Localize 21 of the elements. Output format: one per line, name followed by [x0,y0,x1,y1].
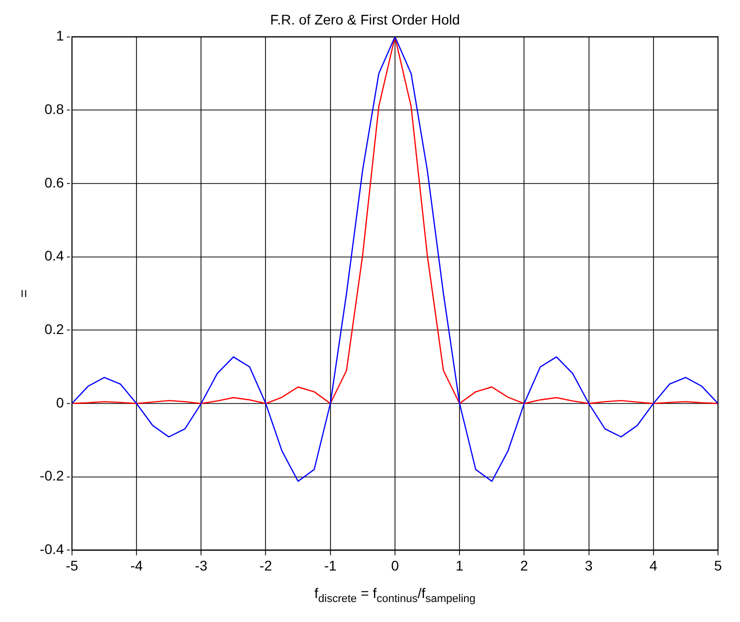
y-tick-label: 1 [56,28,64,44]
y-tick-label: 0.4 [44,248,64,264]
x-tick-label: 1 [456,557,464,574]
x-tick-label: -4 [130,557,143,574]
chart-title: F.R. of Zero & First Order Hold [270,11,460,28]
x-tick-label: 2 [520,557,528,574]
x-tick-label: -1 [324,557,337,574]
y-tick-label: 0.6 [44,174,64,190]
x-tick-label: 5 [714,557,722,574]
y-tick-label: 0 [56,394,64,410]
x-tick-label: -2 [260,557,272,574]
y-tick-label: -0.2 [40,468,64,484]
x-tick-label: 4 [649,557,658,574]
y-tick-label: 0.8 [44,101,64,117]
x-tick-label: -3 [194,557,208,574]
x-tick-label: 3 [584,557,593,574]
x-tick-label: 0 [391,557,400,574]
y-tick-label: -0.4 [40,541,64,558]
y-axis-title: = [15,289,32,298]
y-tick-label: 0.2 [44,321,64,338]
x-tick-label: -5 [66,557,78,574]
